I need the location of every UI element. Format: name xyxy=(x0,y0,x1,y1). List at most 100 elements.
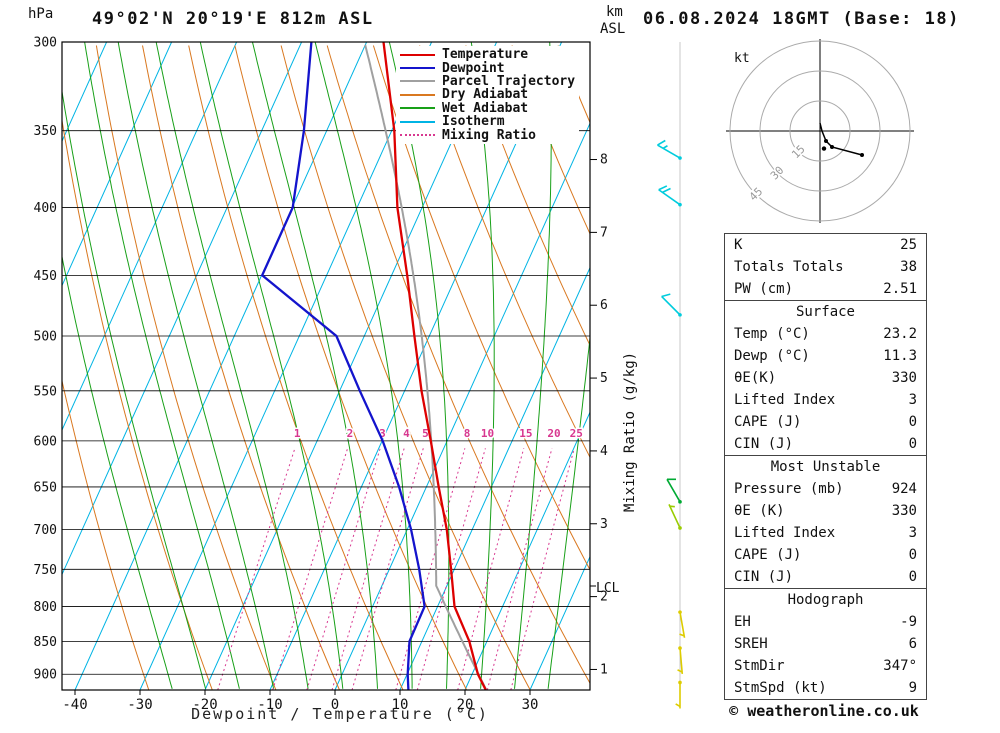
table-row: Lifted Index 3 xyxy=(725,522,926,544)
legend: Temperature Dewpoint Parcel Trajectory Dry … xyxy=(396,46,580,144)
dewpoint-curve xyxy=(260,42,426,690)
wind-barb xyxy=(675,680,682,709)
km-tick-label: 1 xyxy=(600,662,608,677)
wind-barb xyxy=(678,610,686,638)
mixing-ratio-label: 5 xyxy=(422,427,429,440)
altitude-ref-label: ASL xyxy=(600,21,626,37)
table-row-value: 2.51 xyxy=(883,281,917,297)
table-row-value: 11.3 xyxy=(883,348,917,364)
table-row-label: Pressure (mb) xyxy=(734,481,844,497)
legend-item: Dry Adiabat xyxy=(400,88,575,101)
wind-barb xyxy=(668,504,682,530)
temp-tick-label: -10 xyxy=(257,697,282,713)
table-row-value: 330 xyxy=(891,503,917,519)
datetime-title: 06.08.2024 18GMT (Base: 18) xyxy=(643,9,960,29)
legend-label: Isotherm xyxy=(442,114,505,130)
indices-table: K 25 Totals Totals 38 PW (cm) 2.51 Surface Temp… xyxy=(724,233,927,700)
temperature-curve xyxy=(382,42,487,690)
temp-tick-label: -30 xyxy=(127,697,152,713)
legend-label: Mixing Ratio xyxy=(442,127,536,143)
mixing-ratio-label: 2 xyxy=(347,427,354,440)
table-row-value: 23.2 xyxy=(883,326,917,342)
pressure-tick-label: 850 xyxy=(34,635,57,650)
pressure-tick-label: 600 xyxy=(34,434,57,449)
table-row: CAPE (J) 0 xyxy=(725,544,926,566)
km-tick-label: 6 xyxy=(600,298,608,313)
mixing-ratio-label: 15 xyxy=(519,427,532,440)
table-row: Dewp (°C) 11.3 xyxy=(725,345,926,367)
table-row-label: CIN (J) xyxy=(734,436,794,452)
table-row-value: 3 xyxy=(908,525,917,541)
legend-swatch xyxy=(400,67,435,70)
table-row: PW (cm) 2.51 xyxy=(725,278,926,300)
legend-label: Wet Adiabat xyxy=(442,100,529,116)
pressure-tick-label: 700 xyxy=(34,523,57,538)
lcl-label: LCL xyxy=(596,581,620,596)
mixing-ratio-axis-label: Mixing Ratio (g/kg) xyxy=(622,352,638,512)
legend-item: Dewpoint xyxy=(400,60,575,76)
x-axis-label: Dewpoint / Temperature (°C) xyxy=(191,705,489,723)
table-row-label: Lifted Index xyxy=(734,525,836,541)
table-row-label: Lifted Index xyxy=(734,392,836,408)
km-tick-label: 2 xyxy=(600,590,608,605)
table-row: StmSpd (kt) 9 xyxy=(725,677,926,699)
temp-tick-label: 10 xyxy=(392,697,409,713)
plot-frame xyxy=(61,41,591,691)
legend-label: Temperature xyxy=(442,47,529,63)
temp-tick-label: -20 xyxy=(192,697,217,713)
legend-swatch xyxy=(400,93,435,96)
hodograph-ring-label: 30 xyxy=(768,164,787,183)
table-row-label: θE (K) xyxy=(734,503,785,519)
copyright: © weatheronline.co.uk xyxy=(729,702,919,720)
temp-tick-label: 30 xyxy=(522,697,539,713)
wind-barb xyxy=(661,293,682,317)
table-row-value: 3 xyxy=(908,392,917,408)
legend-label: Parcel Trajectory xyxy=(442,73,576,89)
table-row-value: 0 xyxy=(908,547,917,563)
pressure-grid xyxy=(62,41,590,675)
table-row: Totals Totals 38 xyxy=(725,256,926,278)
table-row-value: 0 xyxy=(908,414,917,430)
table-row: θE(K) 330 xyxy=(725,367,926,389)
table-row-label: Dewp (°C) xyxy=(734,348,810,364)
table-row: Pressure (mb) 924 xyxy=(725,478,926,500)
altitude-unit-label: km xyxy=(606,4,623,20)
table-row-value: -9 xyxy=(900,614,917,630)
temp-tick-label: 0 xyxy=(331,697,339,713)
table-row: StmDir 347° xyxy=(725,655,926,677)
legend-item: Temperature xyxy=(400,48,575,61)
pressure-unit-label: hPa xyxy=(28,6,54,22)
table-row-value: 330 xyxy=(891,370,917,386)
legend-item: Wet Adiabat xyxy=(400,102,575,115)
table-row-label: SREH xyxy=(734,636,768,652)
km-tick-label: 4 xyxy=(600,444,608,459)
pressure-tick-label: 450 xyxy=(34,269,57,284)
table-row-value: 6 xyxy=(908,636,917,652)
pressure-tick-label: 750 xyxy=(34,563,57,578)
legend-label: Dewpoint xyxy=(442,60,505,76)
wind-barb xyxy=(677,646,684,675)
table-row-value: 38 xyxy=(900,259,917,275)
table-section-header: Surface xyxy=(795,304,855,320)
table-row-label: StmSpd (kt) xyxy=(734,680,827,696)
table-row: Temp (°C) 23.2 xyxy=(725,323,926,345)
km-tick-label: 5 xyxy=(600,371,608,386)
mixing-ratio-label: 8 xyxy=(464,427,471,440)
pressure-tick-label: 300 xyxy=(34,36,57,51)
legend-item: Isotherm xyxy=(400,115,575,128)
profile-curves xyxy=(260,42,487,690)
legend-item: Mixing Ratio xyxy=(400,127,575,143)
wind-barb xyxy=(657,139,682,160)
table-row-label: EH xyxy=(734,614,751,630)
table-row-value: 25 xyxy=(900,237,917,253)
mixing-ratio-label: 4 xyxy=(403,427,410,440)
skewt-background-lines: 1 2 3 4 5 8 10 15 20 25 xyxy=(62,42,590,690)
hodograph-unit-label: kt xyxy=(734,51,750,66)
table-row-label: StmDir xyxy=(734,658,785,674)
table-section: Most Unstable Pressure (mb) 924 θE (K) 330 Li… xyxy=(725,456,926,589)
table-section: K 25 Totals Totals 38 PW (cm) 2.51 xyxy=(725,234,926,301)
legend-label: Dry Adiabat xyxy=(442,87,529,103)
pressure-tick-label: 400 xyxy=(34,201,57,216)
legend-swatch xyxy=(400,80,435,83)
